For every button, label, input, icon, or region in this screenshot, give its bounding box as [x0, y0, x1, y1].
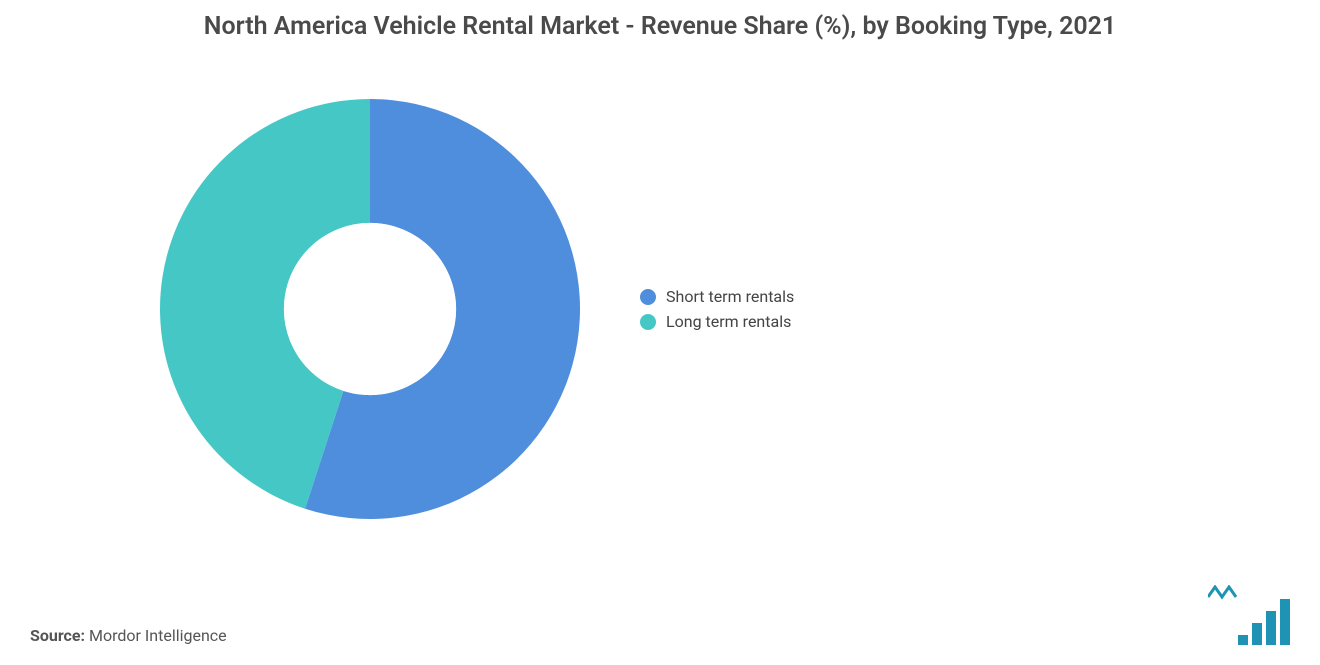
legend: Short term rentals Long term rentals [640, 287, 794, 331]
footer: Source: Mordor Intelligence [30, 575, 1290, 645]
legend-item: Long term rentals [640, 312, 794, 331]
legend-label: Short term rentals [666, 287, 794, 306]
legend-swatch [640, 289, 656, 305]
donut-hole [284, 223, 456, 395]
logo-bar [1238, 635, 1248, 645]
chart-container: North America Vehicle Rental Market - Re… [0, 0, 1320, 665]
legend-swatch [640, 314, 656, 330]
logo-bar [1280, 599, 1290, 645]
donut-svg [160, 99, 580, 519]
logo-zigzag-icon [1208, 587, 1236, 597]
chart-row: Short term rentals Long term rentals [30, 44, 1290, 575]
brand-logo [1208, 585, 1290, 645]
brand-logo-svg [1208, 585, 1290, 645]
donut-chart [160, 99, 580, 519]
logo-bar [1252, 623, 1262, 645]
source-value: Mordor Intelligence [89, 626, 227, 645]
chart-title: North America Vehicle Rental Market - Re… [30, 10, 1290, 44]
source-line: Source: Mordor Intelligence [30, 626, 227, 645]
legend-item: Short term rentals [640, 287, 794, 306]
logo-bar [1266, 611, 1276, 645]
source-label: Source: [30, 626, 85, 645]
legend-label: Long term rentals [666, 312, 791, 331]
